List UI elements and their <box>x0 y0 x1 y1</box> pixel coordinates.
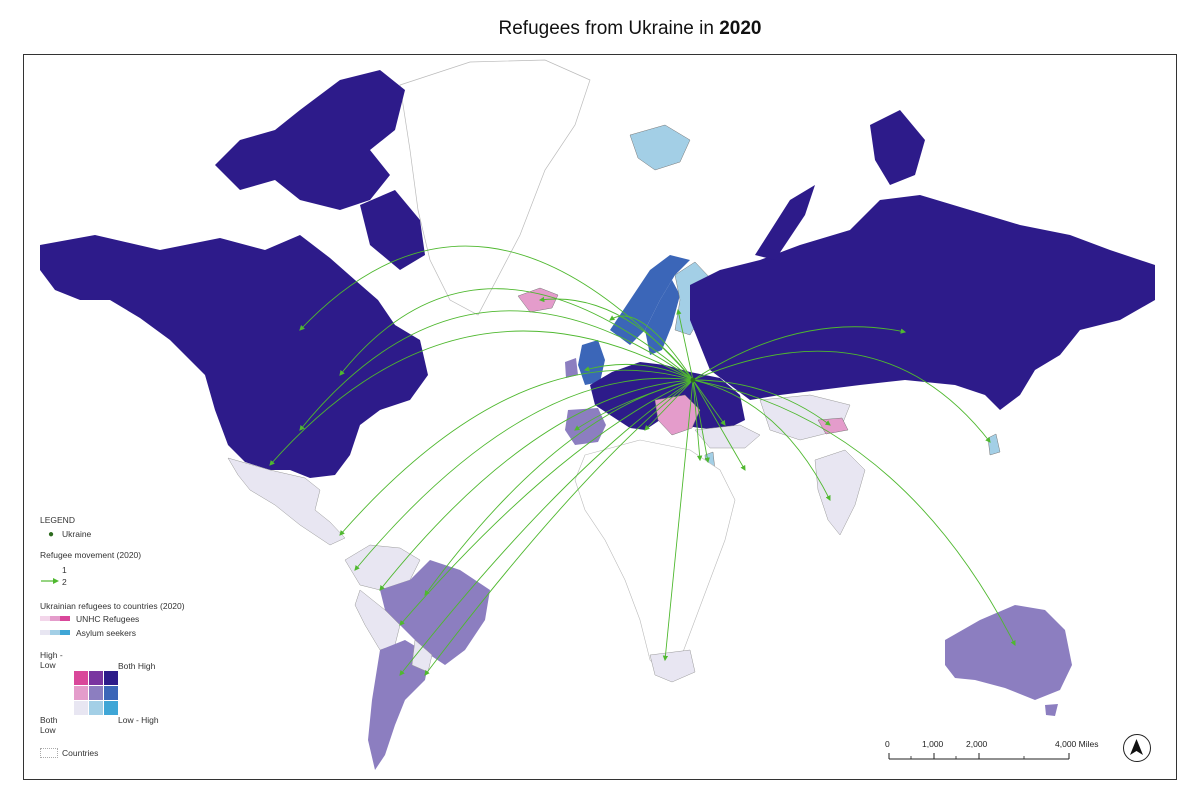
africa-shape <box>574 439 736 676</box>
flow-arrow-norway <box>609 315 694 381</box>
colombia-venezuela-shape <box>344 544 421 591</box>
flow-arrow-uruguay <box>424 379 694 676</box>
flow-arrow-iceland <box>538 296 694 381</box>
flow-arrow-usa-west <box>269 330 694 466</box>
legend-countries-heading: Ukrainian refugees to countries (2020) <box>40 601 185 611</box>
canada-islands-shape <box>215 70 405 210</box>
bivariate-cell-1-2 <box>89 671 103 685</box>
legend-countries-label: Countries <box>62 748 99 758</box>
brazil-shape <box>380 560 490 665</box>
country-shapes <box>40 59 1155 770</box>
baffin-island-shape <box>360 190 425 270</box>
flow-arrow-usa-east <box>339 288 694 381</box>
countries-swatch <box>40 748 58 758</box>
north-america-shape <box>40 235 428 478</box>
legend-low-high-label: Low - High <box>118 715 159 725</box>
turkey-shape <box>694 424 761 449</box>
origin-dot-icon: ● <box>48 529 55 540</box>
legend-origin-label: Ukraine <box>62 529 92 539</box>
flow-arrow-uk <box>583 363 694 381</box>
asylum-ramp-mid <box>50 630 60 635</box>
asylum-ramp-high <box>60 630 70 635</box>
ukraine-origin-marker <box>690 377 696 383</box>
scale-label-2000: 2,000 <box>966 739 988 749</box>
flow-arrow-turkey <box>692 379 726 426</box>
argentina-chile-shape <box>368 640 430 770</box>
flow-arrow-usa-central <box>299 310 694 431</box>
scale-label-0: 0 <box>885 739 890 749</box>
scale-label-4000: 4,000 Miles <box>1055 739 1099 749</box>
bivariate-cell-2-3 <box>104 686 118 700</box>
title-year: 2020 <box>719 18 762 39</box>
arctic-islands-shape <box>870 110 925 185</box>
svalbard-shape <box>629 124 691 171</box>
legend-both-low-label: Both Low <box>40 715 58 735</box>
bivariate-cell-3-1 <box>74 701 88 715</box>
norway-shape <box>610 255 690 345</box>
unhcr-ramp-mid <box>50 616 60 621</box>
legend-movement-max: 2 <box>62 577 67 587</box>
greenland-shape <box>399 59 591 316</box>
flow-arrow-korea <box>692 350 991 443</box>
flow-arrow-bolivia <box>399 379 694 626</box>
flow-arrow-kazakhstan <box>692 379 831 426</box>
unhcr-ramp-high <box>60 616 70 621</box>
russia-shape <box>690 195 1155 410</box>
south-africa-shape <box>649 649 696 683</box>
legend-movement-min: 1 <box>62 565 67 575</box>
bivariate-cell-3-3 <box>104 701 118 715</box>
bivariate-cell-2-1 <box>74 686 88 700</box>
central-asia-shape <box>759 394 851 441</box>
legend-high-low-label: High - Low <box>40 650 63 670</box>
legend-both-high-label: Both High <box>118 661 156 671</box>
flow-arrow-canada <box>299 245 694 381</box>
uk-shape <box>578 340 605 385</box>
flow-arrow-colombia <box>354 377 694 571</box>
asylum-ramp-low <box>40 630 50 635</box>
flow-arrow-south-africa <box>662 379 694 662</box>
unhcr-ramp-low <box>40 616 50 621</box>
flow-arrow-russia <box>692 326 907 381</box>
sweden-shape <box>645 280 680 355</box>
bivariate-cell-2-2 <box>89 686 103 700</box>
scale-bar-ticks <box>888 753 1070 760</box>
movement-arrow-icon <box>41 578 59 584</box>
flow-arrow-finland <box>676 308 694 381</box>
bivariate-cell-3-2 <box>89 701 103 715</box>
title-prefix: Refugees from Ukraine in <box>498 18 714 39</box>
bivariate-cell-1-3 <box>104 671 118 685</box>
mexico-shape <box>227 457 346 546</box>
novaya-zemlya-shape <box>755 185 815 260</box>
map-title: Refugees from Ukraine in 2020 <box>0 18 1200 40</box>
legend-heading: LEGEND <box>40 515 75 525</box>
flow-arrow-india <box>692 379 831 501</box>
flow-arrow-italy <box>644 379 694 431</box>
india-shape <box>814 449 866 536</box>
tasmania-shape <box>1045 704 1058 716</box>
europe-shape <box>590 362 745 430</box>
korea-shape <box>987 433 1001 456</box>
ireland-shape <box>565 358 578 378</box>
flow-arrow-peru <box>379 379 694 591</box>
flow-arrow-australia <box>692 379 1016 646</box>
flow-arrow-israel <box>692 379 710 464</box>
legend-movement-heading: Refugee movement (2020) <box>40 550 142 560</box>
flow-arrow-cyprus <box>692 379 703 462</box>
flow-arrow-middle-east <box>692 379 746 471</box>
australia-shape <box>945 605 1072 700</box>
flow-arrow-spain <box>574 379 694 431</box>
bivariate-cell-1-1 <box>74 671 88 685</box>
scale-bar: 0 1,000 2,000 4,000 Miles <box>884 739 1114 763</box>
flow-arrow-argentina <box>399 379 694 676</box>
refugee-flow-arrows <box>269 245 1016 676</box>
iceland-shape <box>517 287 559 313</box>
legend-unhcr-label: UNHC Refugees <box>76 614 140 624</box>
scale-label-1000: 1,000 <box>922 739 944 749</box>
north-arrow-icon <box>1123 734 1151 762</box>
flow-arrow-mexico-central <box>339 369 694 536</box>
legend-asylum-label: Asylum seekers <box>76 628 136 638</box>
